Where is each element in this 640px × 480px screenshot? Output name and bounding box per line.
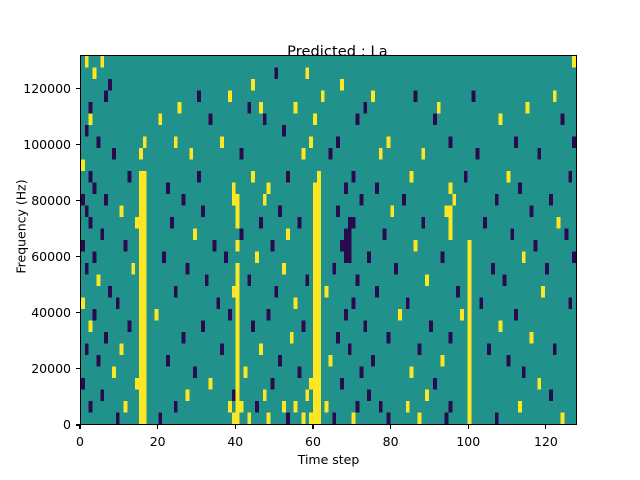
y-tick-label-text: 20000	[31, 360, 71, 376]
y-tick-mark	[76, 368, 80, 370]
y-tick-mark	[76, 424, 80, 426]
x-tick-label: 80	[361, 431, 421, 449]
x-tick-label-text: 0	[76, 434, 84, 449]
y-tick-label-text: 120000	[23, 80, 71, 96]
y-tick-mark	[76, 144, 80, 146]
x-tick-label-text: 80	[382, 434, 399, 449]
x-tick-label-text: 100	[456, 434, 481, 449]
x-tick-mark	[157, 425, 159, 429]
x-tick-mark	[79, 425, 81, 429]
x-tick-label: 0	[50, 431, 110, 449]
x-tick-label-text: 40	[227, 434, 244, 449]
y-tick-label-text: 60000	[31, 248, 71, 264]
y-axis-label: Frequency (Hz)	[13, 179, 29, 274]
x-tick-mark	[312, 425, 314, 429]
x-tick-mark	[467, 425, 469, 429]
x-tick-mark	[390, 425, 392, 429]
y-tick-mark	[76, 88, 80, 90]
y-tick-label-text: 80000	[31, 192, 71, 208]
x-tick-mark	[234, 425, 236, 429]
x-tick-mark	[545, 425, 547, 429]
x-tick-label-text: 20	[149, 434, 166, 449]
y-tick-mark	[76, 256, 80, 258]
x-axis-label: Time step	[297, 452, 360, 467]
x-tick-label-text: 120	[534, 434, 558, 449]
y-tick-label-text: 40000	[31, 304, 71, 320]
x-tick-label-text: 60	[305, 434, 321, 449]
x-tick-label: 120	[516, 431, 576, 449]
heatmap-axes	[80, 55, 577, 425]
y-tick-label-text: 100000	[23, 136, 71, 152]
x-tick-label: 100	[438, 431, 498, 449]
x-tick-label: 20	[128, 431, 188, 449]
spectrogram-canvas	[81, 56, 576, 424]
y-tick-mark	[76, 200, 80, 202]
x-tick-label: 60	[283, 431, 343, 449]
y-tick-label-text: 0	[63, 417, 71, 432]
y-tick-mark	[76, 312, 80, 314]
x-tick-label: 40	[205, 431, 265, 449]
